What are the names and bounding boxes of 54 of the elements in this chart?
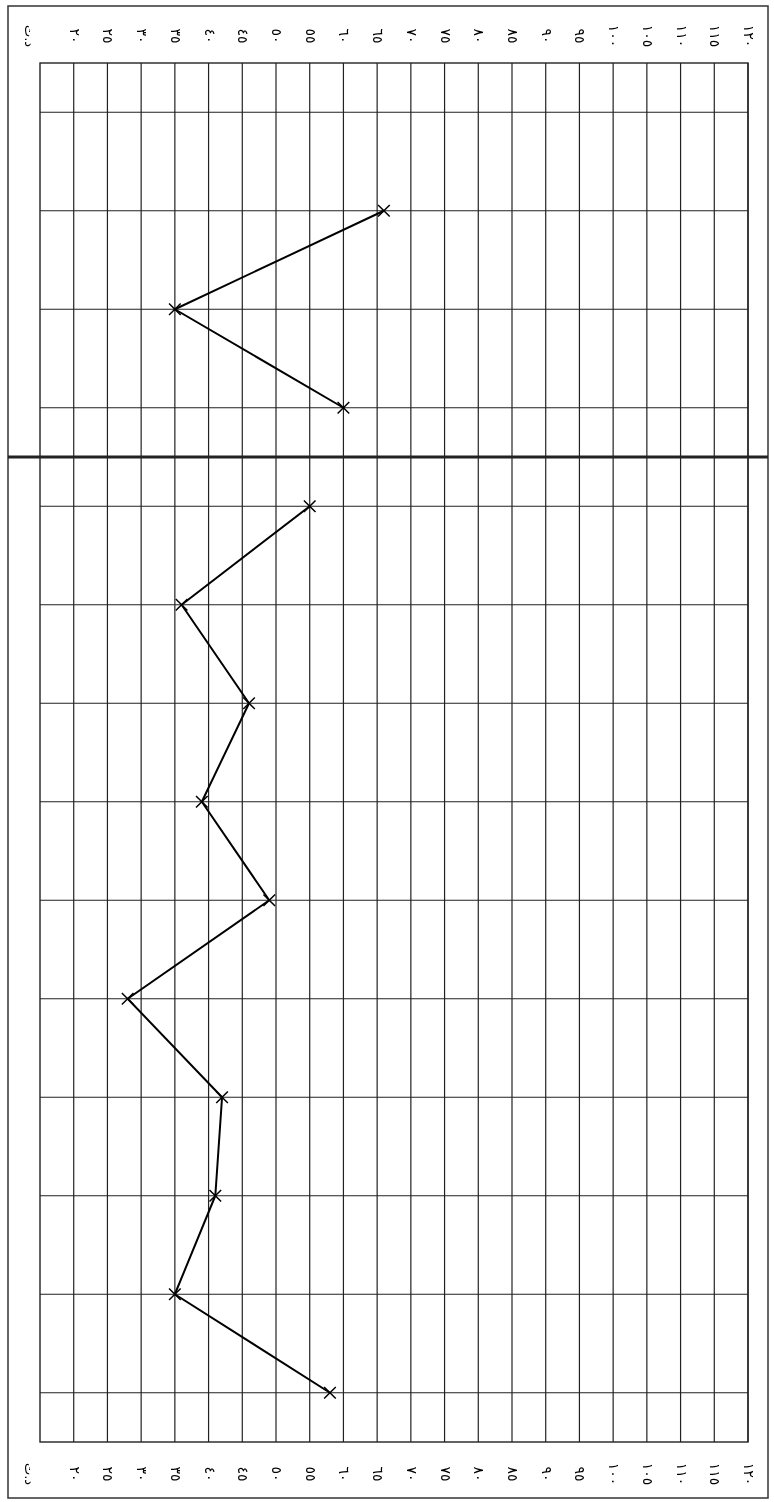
x-tick-label: ٧٠ <box>403 1466 420 1482</box>
x-tick-label: ٧٥ <box>437 28 454 44</box>
x-tick-label: ٧٠ <box>403 28 420 44</box>
x-tick-label: ١١٠ <box>673 1462 690 1486</box>
x-tick-label: ٢٠ <box>66 28 83 44</box>
point <box>323 1386 337 1400</box>
x-tick-label: ٥٥ <box>302 28 319 44</box>
point <box>195 795 209 809</box>
x-tick-label: ٥٠ <box>269 28 285 44</box>
x-tick-label: ٩٥ <box>572 1466 589 1482</box>
x-tick-label: ١٠٠ <box>606 24 623 48</box>
x-tick-label: ١٠٥ <box>639 1462 656 1486</box>
x-tick-label: ٤٥ <box>235 1466 252 1482</box>
x-tick-label: ٦٠ <box>336 1466 353 1482</box>
x-tick-label: ٩٥ <box>572 28 589 44</box>
x-tick-label: ١٢٠ <box>741 1462 757 1486</box>
point <box>215 1090 229 1104</box>
x-tick-label: ١١٥ <box>707 1462 724 1486</box>
point <box>208 1189 222 1203</box>
x-tick-label: ٨٥ <box>505 1466 521 1482</box>
x-tick-label: ٧٥ <box>437 1466 454 1482</box>
x-tick-label: ٤٠ <box>201 28 218 44</box>
point <box>242 696 256 710</box>
x-tick-label: ٢٥ <box>100 28 117 44</box>
x-tick-label: ٣٥ <box>167 28 184 44</box>
x-tick-label: ٥٥ <box>302 1466 319 1482</box>
x-tick-label: ٦٥ <box>370 1466 387 1482</box>
x-tick-label: ٣٠ <box>134 1466 151 1482</box>
x-tick-label: ٣٥ <box>167 1466 184 1482</box>
x-tick-label: ١٠٥ <box>639 24 656 48</box>
text: د.ت <box>21 1462 37 1486</box>
x-tick-label: ٩٠ <box>538 28 555 44</box>
x-tick-label: ٢٥ <box>100 1466 117 1482</box>
x-tick-label: ٦٥ <box>370 28 387 44</box>
x-tick-label: ٩٠ <box>538 1466 555 1482</box>
x-tick-label: ٢٠ <box>66 1466 83 1482</box>
point <box>303 499 317 513</box>
x-tick-label: ٨٠ <box>471 28 488 44</box>
x-tick-label: ١٢٠ <box>741 24 757 48</box>
x-tick-label: ١٠٠ <box>606 1462 623 1486</box>
x-tick-label: ٤٠ <box>201 1466 218 1482</box>
x-tick-label: ٣٠ <box>134 28 151 44</box>
x-tick-label: ٥٠ <box>269 1466 285 1482</box>
point <box>262 893 276 907</box>
text: د.ت <box>21 24 37 48</box>
x-tick-label: ٤٥ <box>235 28 252 44</box>
point <box>175 598 189 612</box>
x-tick-label: ١١٠ <box>673 24 690 48</box>
point <box>168 1287 182 1301</box>
x-tick-label: ٦٠ <box>336 28 353 44</box>
x-tick-label: ٨٥ <box>505 28 521 44</box>
x-tick-label: ٨٠ <box>471 1466 488 1482</box>
x-tick-label: ١١٥ <box>707 24 724 48</box>
point <box>121 992 135 1006</box>
